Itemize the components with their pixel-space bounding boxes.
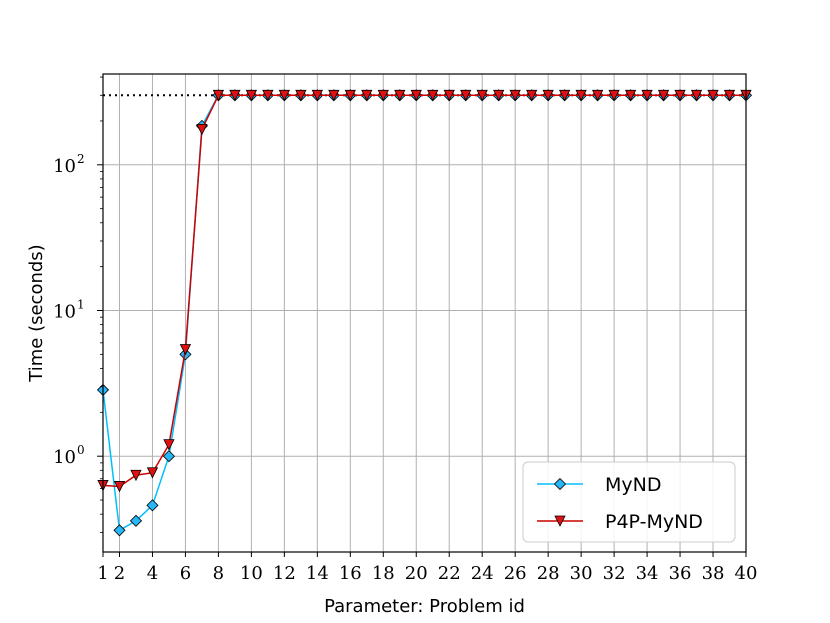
legend-label: P4P-MyND (605, 511, 703, 533)
data-point (690, 89, 703, 102)
data-point (608, 89, 620, 102)
legend-item: P4P-MyND (537, 511, 703, 533)
data-point (558, 89, 571, 102)
data-point (641, 89, 653, 102)
data-point (245, 89, 258, 102)
data-point (394, 89, 406, 102)
x-tick-label: 22 (438, 563, 461, 584)
data-point (262, 89, 274, 102)
data-point (476, 89, 488, 102)
data-point (460, 89, 472, 102)
data-point (674, 89, 686, 102)
data-point (542, 89, 554, 102)
y-axis-label: Time (seconds) (26, 244, 47, 382)
x-tick-label: 26 (504, 563, 527, 584)
x-tick-label: 30 (570, 563, 593, 584)
x-tick-label: 24 (471, 563, 494, 584)
series-layer (96, 89, 753, 537)
data-point (624, 89, 637, 102)
data-point (723, 89, 736, 102)
data-point (146, 499, 159, 512)
x-tick-label: 34 (636, 563, 659, 584)
data-point (163, 439, 175, 451)
y-tick-label: 10 (53, 156, 76, 177)
data-point (361, 89, 373, 102)
x-axis-label: Parameter: Problem id (324, 596, 525, 617)
x-tick-label: 14 (306, 563, 329, 584)
x-tick-label: 12 (273, 563, 296, 584)
legend-marker (553, 477, 567, 491)
series-line (102, 94, 746, 488)
legend: MyND P4P-MyND (522, 461, 736, 543)
x-tick-label: 10 (240, 563, 263, 584)
data-point (162, 450, 176, 463)
plot-frame (102, 73, 747, 553)
y-tick-exponent: 2 (77, 152, 85, 166)
series-p4p-mynd (97, 89, 752, 493)
x-ticks: 1 2 4 6 8 10 12 14 16 18 20 22 24 26 28 30 32 34 36 38 40 (97, 552, 757, 584)
data-point (591, 89, 604, 102)
data-point (196, 123, 208, 136)
data-point (575, 89, 587, 102)
data-point (113, 524, 126, 537)
data-point (410, 89, 422, 102)
data-point (427, 89, 439, 102)
data-point (146, 467, 159, 479)
data-point (113, 481, 126, 493)
x-tick-label: 40 (735, 563, 758, 584)
data-point (443, 89, 455, 102)
x-tick-label: 6 (180, 563, 191, 584)
x-tick-label: 32 (603, 563, 626, 584)
data-point (229, 89, 241, 102)
data-point (311, 89, 323, 102)
data-point (295, 89, 307, 102)
x-tick-label: 38 (702, 563, 725, 584)
data-point (130, 469, 142, 482)
data-point (377, 89, 389, 102)
data-point (526, 89, 538, 102)
grid (102, 74, 747, 552)
x-tick-label: 36 (669, 563, 692, 584)
data-point (657, 89, 670, 102)
y-tick-exponent: 0 (77, 443, 85, 457)
y-tick-label: 10 (53, 301, 76, 322)
legend-item: MyND (537, 474, 661, 496)
x-tick-label: 16 (339, 563, 362, 584)
y-tick-exponent: 1 (77, 297, 85, 311)
legend-marker (554, 515, 566, 527)
data-point (328, 89, 340, 102)
data-point (509, 89, 521, 102)
x-tick-label: 18 (372, 563, 395, 584)
data-point (344, 89, 356, 102)
x-tick-label: 28 (537, 563, 560, 584)
x-tick-label: 4 (147, 563, 158, 584)
data-point (179, 344, 192, 356)
data-point (129, 514, 143, 527)
x-tick-label: 1 (97, 563, 108, 584)
data-point (707, 89, 719, 102)
x-tick-label: 2 (114, 563, 125, 584)
data-point (212, 89, 225, 102)
legend-label: MyND (605, 474, 661, 496)
data-point (278, 89, 291, 102)
y-tick-label: 10 (53, 447, 76, 468)
x-tick-label: 20 (405, 563, 428, 584)
data-point (493, 89, 505, 102)
legend-box (522, 461, 736, 543)
x-tick-label: 8 (213, 563, 224, 584)
